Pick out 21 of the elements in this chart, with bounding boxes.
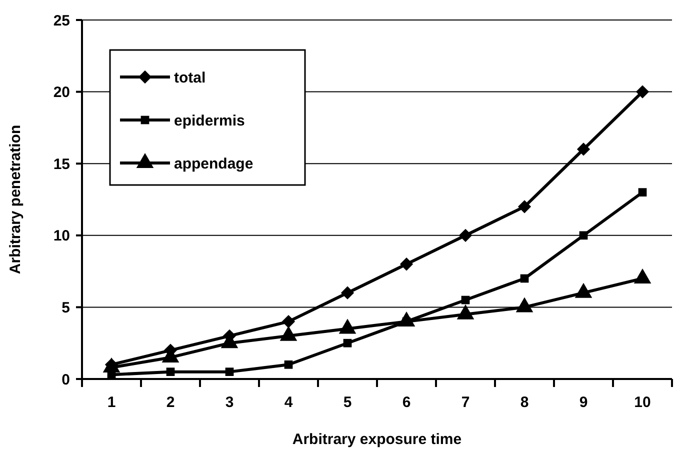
x-tick-label: 1: [107, 394, 116, 411]
y-tick-label: 0: [62, 371, 70, 388]
x-tick-label: 9: [579, 394, 588, 411]
y-tick-label: 10: [53, 228, 70, 245]
legend-label: total: [174, 69, 206, 86]
x-axis-title: Arbitrary exposure time: [292, 431, 462, 448]
x-tick-label: 4: [284, 394, 294, 411]
legend-label: appendage: [174, 155, 254, 172]
x-tick-label: 2: [166, 394, 175, 411]
x-tick-label: 7: [461, 394, 470, 411]
x-tick-label: 10: [634, 394, 651, 411]
y-axis-title: Arbitrary penetration: [7, 124, 24, 274]
y-tick-label: 25: [53, 12, 70, 30]
x-tick-label: 5: [343, 394, 352, 411]
y-tick-label: 15: [53, 156, 70, 173]
x-tick-label: 8: [520, 394, 529, 411]
legend-label: epidermis: [174, 112, 245, 130]
x-tick-label: 3: [225, 394, 234, 411]
x-tick-label: 6: [402, 394, 411, 411]
y-tick-label: 20: [53, 84, 70, 102]
y-tick-label: 5: [62, 299, 70, 316]
